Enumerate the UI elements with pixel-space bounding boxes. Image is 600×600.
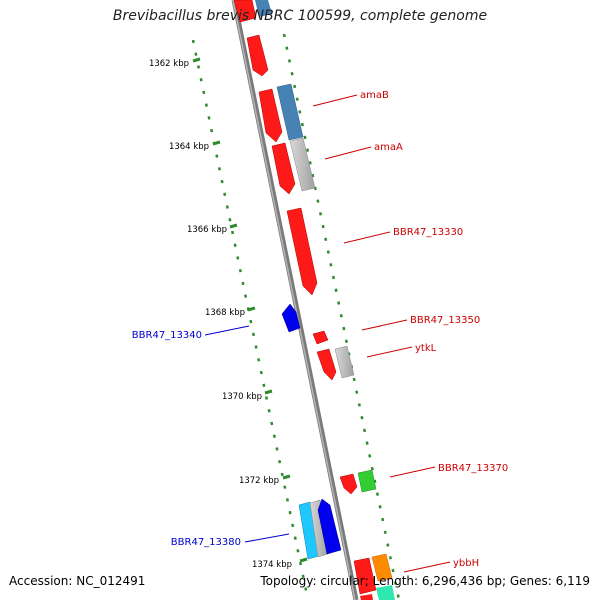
gene-blue-13380[interactable] — [317, 498, 342, 555]
gene-label-amaB[interactable]: amaB — [360, 90, 389, 101]
gene-label-13330[interactable]: BBR47_13330 — [393, 227, 463, 238]
gene-red-ytkl[interactable] — [316, 348, 337, 381]
gene-red-13350[interactable] — [312, 330, 329, 345]
tick-label: 1362 kbp — [149, 59, 189, 69]
genes-count-text: Genes: 6,119 — [509, 574, 590, 588]
gene-gray-amaA[interactable] — [289, 137, 316, 192]
length-text: Length: 6,296,436 bp; — [372, 574, 507, 588]
gene-top-blue[interactable] — [255, 0, 272, 17]
gene-gray-13380[interactable] — [309, 499, 329, 558]
gene-green-13370[interactable] — [357, 469, 377, 493]
reverse-genes — [281, 303, 342, 560]
tick-marks — [192, 57, 308, 563]
tick-label: 1366 kbp — [187, 225, 227, 235]
gene-top-red[interactable] — [233, 0, 257, 23]
genome-backbone — [231, 0, 359, 600]
tick-label: 1368 kbp — [205, 308, 245, 318]
gene-red-amaA[interactable] — [271, 142, 296, 195]
tick-label: 1374 kbp — [252, 560, 292, 570]
gene-label-13380[interactable]: BBR47_13380 — [171, 537, 241, 548]
gene-label-amaA[interactable]: amaA — [374, 142, 403, 153]
genome-backbone-highlight — [232, 0, 356, 600]
tick-label: 1364 kbp — [169, 142, 209, 152]
topology-text: Topology: circular; — [260, 574, 369, 588]
gene-label-13350[interactable]: BBR47_13350 — [410, 315, 480, 326]
gene-red-1[interactable] — [246, 34, 269, 77]
gene-label-13370[interactable]: BBR47_13370 — [438, 463, 508, 474]
gene-red-ybbh[interactable] — [353, 557, 377, 595]
forward-genes — [233, 0, 395, 600]
gene-red-amaB[interactable] — [258, 88, 283, 143]
gene-blue-amaB[interactable] — [276, 83, 304, 141]
gene-orange-ybbh[interactable] — [371, 553, 393, 582]
gene-label-ytkl[interactable]: ytkL — [415, 343, 437, 354]
gene-teal-bottom[interactable] — [376, 585, 395, 600]
gene-red-13370[interactable] — [339, 473, 358, 495]
label-connectors — [204, 94, 451, 573]
tick-label: 1372 kbp — [239, 476, 279, 486]
tick-label: 1370 kbp — [222, 392, 262, 402]
gene-red-13330[interactable] — [286, 207, 318, 296]
gene-gray-ytkl[interactable] — [334, 345, 355, 379]
gene-label-ybbh[interactable]: ybbH — [453, 558, 479, 569]
gene-label-13340[interactable]: BBR47_13340 — [132, 330, 202, 341]
gene-labels: amaB amaA BBR47_13330 BBR47_13350 ytkL B… — [132, 90, 508, 569]
map-title: Brevibacillus brevis NBRC 100599, comple… — [112, 8, 488, 24]
accession-text: Accession: NC_012491 — [9, 574, 146, 588]
gene-red-bottom[interactable] — [360, 594, 373, 600]
tick-labels: 1362 kbp 1364 kbp 1366 kbp 1368 kbp 1370… — [149, 59, 292, 570]
gene-blue-13340[interactable] — [281, 303, 301, 333]
genome-stats: Topology: circular; Length: 6,296,436 bp… — [260, 574, 590, 588]
tick-track-right — [282, 33, 401, 600]
